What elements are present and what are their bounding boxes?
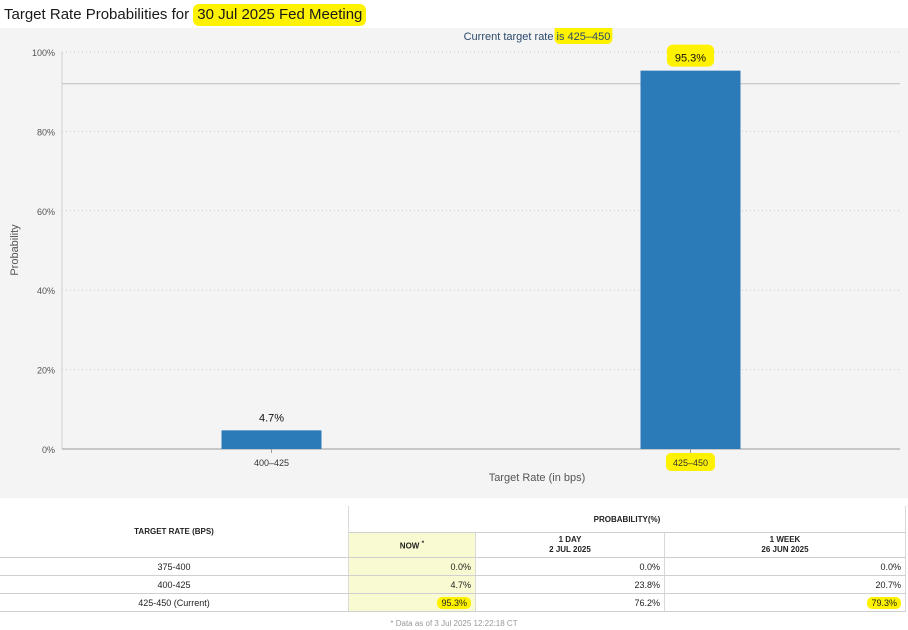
x-axis-title: Target Rate (in bps): [489, 472, 586, 484]
one-week-label: 1 WEEK: [769, 535, 801, 544]
now-cell: 0.0%: [348, 557, 476, 576]
target-rate-header: TARGET RATE (BPS): [0, 506, 349, 558]
data-label: 4.7%: [259, 412, 284, 424]
one-week-cell: 0.0%: [664, 557, 906, 576]
chart-area: Current target rate is 425–450 0% 20% 40% 60…: [0, 28, 908, 498]
one-day-cell: 0.0%: [475, 557, 665, 576]
one-day-label: 1 DAY: [558, 535, 582, 544]
y-tick-label: 20%: [37, 366, 55, 376]
bar: [640, 70, 741, 449]
one-week-cell: 79.3%: [664, 593, 906, 612]
x-tick-label: 425–450: [673, 458, 708, 468]
chart-title: Target Rate Probabilities for 30 Jul 202…: [4, 4, 367, 26]
one-day-date: 2 JUL 2025: [549, 545, 591, 554]
y-tick-label: 40%: [37, 286, 55, 296]
data-label-highlight: [666, 44, 715, 67]
now-value-highlight: 95.3%: [437, 596, 471, 609]
chart-title-highlight: 30 Jul 2025 Fed Meeting: [193, 4, 367, 26]
one-week-cell: 20.7%: [664, 575, 906, 594]
now-cell: 4.7%: [348, 575, 476, 594]
bar-chart: Current target rate is 425–450 0% 20% 40% 60…: [9, 28, 900, 484]
category-highlight: [665, 453, 716, 471]
one-day-cell: 76.2%: [475, 593, 665, 612]
now-cell: 95.3%: [348, 593, 476, 612]
rate-cell: 400-425: [0, 575, 349, 594]
chart-title-prefix: Target Rate Probabilities for: [4, 6, 194, 23]
probability-table: TARGET RATE (BPS) PROBABILITY(%) NOW * 1…: [0, 506, 906, 612]
one-day-cell: 23.8%: [475, 575, 665, 594]
one-day-header: 1 DAY 2 JUL 2025: [475, 532, 665, 558]
y-tick-label: 0%: [42, 445, 55, 455]
subtitle-prefix: Current target rate: [464, 31, 554, 43]
x-tick-label: 400–425: [254, 458, 289, 468]
rate-cell: 425-450 (Current): [0, 593, 349, 612]
bar: [221, 430, 322, 449]
table-row: 400-425 4.7% 23.8% 20.7%: [0, 575, 906, 594]
subtitle-value: is 425–450: [557, 31, 611, 43]
now-header-marker: *: [421, 539, 425, 547]
y-axis-title: Probability: [9, 224, 21, 276]
subtitle-highlight: [554, 28, 613, 44]
week-value-highlight: 79.3%: [867, 596, 901, 609]
table-row: 375-400 0.0% 0.0% 0.0%: [0, 557, 906, 576]
now-header-label: NOW: [399, 541, 420, 551]
one-week-header: 1 WEEK 26 JUN 2025: [664, 532, 906, 558]
one-week-date: 26 JUN 2025: [761, 545, 809, 554]
probability-header: PROBABILITY(%): [348, 506, 906, 533]
y-tick-label: 100%: [32, 48, 55, 58]
now-header: NOW *: [348, 532, 476, 558]
probability-table-wrap: TARGET RATE (BPS) PROBABILITY(%) NOW * 1…: [0, 506, 908, 612]
rate-cell: 375-400: [0, 557, 349, 576]
data-timestamp-note: * Data as of 3 Jul 2025 12:22:18 CT: [390, 619, 518, 628]
y-tick-label: 60%: [37, 207, 55, 217]
y-tick-label: 80%: [37, 127, 55, 137]
table-row: 425-450 (Current) 95.3% 76.2% 79.3%: [0, 593, 906, 612]
data-label: 95.3%: [675, 53, 706, 65]
